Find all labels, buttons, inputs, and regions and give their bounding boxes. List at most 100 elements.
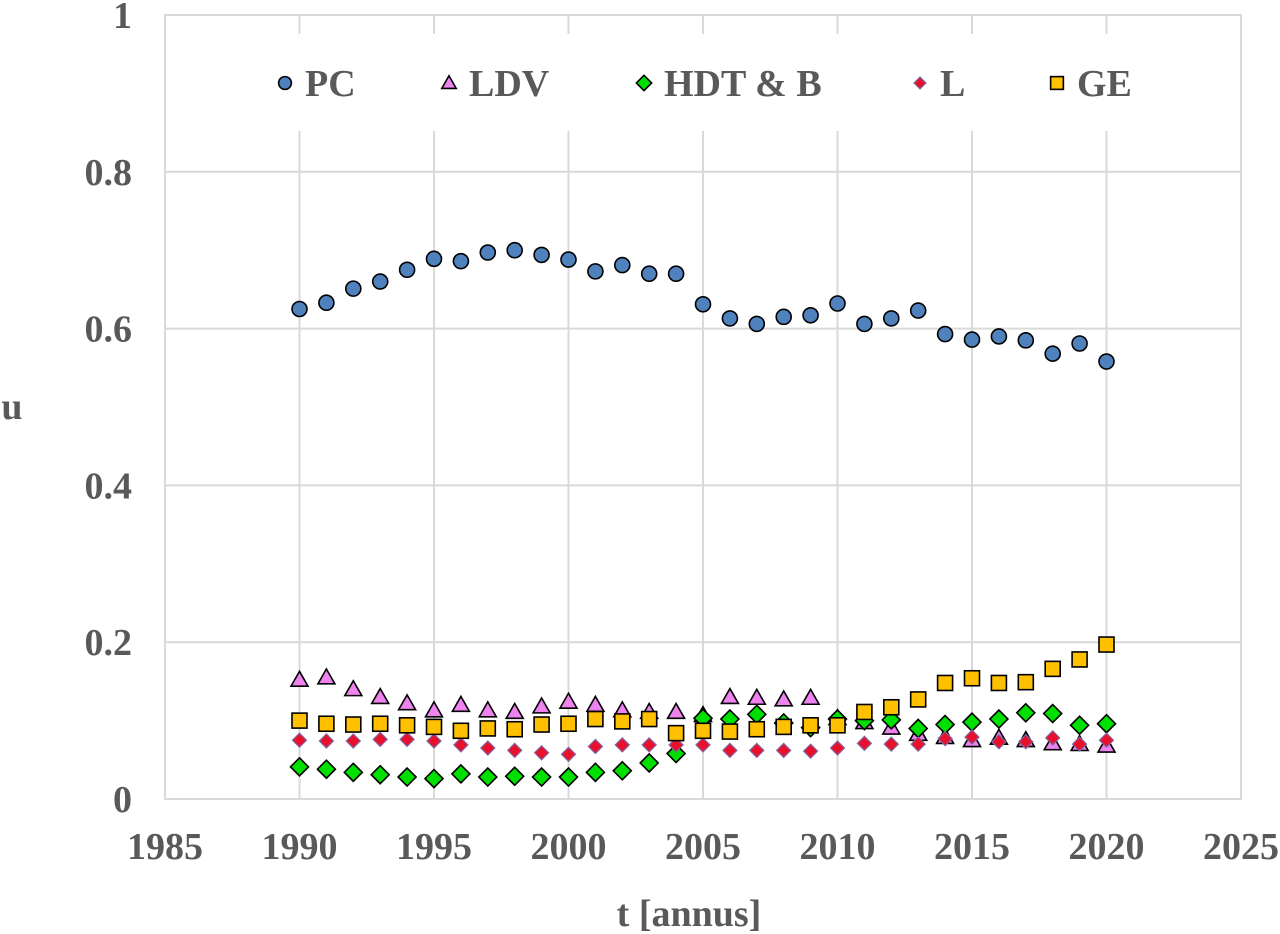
- data-point: [452, 722, 470, 740]
- data-point: [452, 252, 470, 270]
- data-point: [721, 310, 739, 327]
- data-point: [426, 733, 442, 749]
- x-tick-label: 1985: [127, 826, 203, 868]
- y-tick-label: 1: [113, 0, 132, 37]
- data-point: [964, 729, 980, 745]
- data-point: [479, 244, 497, 261]
- data-point: [910, 736, 927, 752]
- y-tick-label: 0.8: [85, 152, 133, 194]
- data-point: [479, 720, 497, 737]
- data-point: [344, 716, 362, 733]
- data-point: [425, 718, 443, 736]
- data-point: [614, 737, 631, 753]
- series-l: [291, 729, 1115, 763]
- data-point: [829, 295, 846, 312]
- data-point: [318, 715, 335, 733]
- x-tick-label: 2025: [1203, 826, 1279, 868]
- data-point: [318, 294, 335, 312]
- legend-item: HDT & B: [635, 63, 822, 105]
- y-axis-title: u: [1, 386, 22, 428]
- data-point: [479, 740, 496, 756]
- data-point: [963, 669, 981, 687]
- data-point: [775, 718, 793, 736]
- data-point: [909, 302, 927, 319]
- x-tick-label: 2015: [934, 826, 1010, 868]
- data-point: [318, 733, 335, 749]
- data-point: [397, 693, 417, 711]
- data-point: [1017, 733, 1034, 750]
- data-point: [316, 759, 337, 780]
- data-point: [1096, 713, 1117, 734]
- data-point: [587, 738, 604, 755]
- data-point: [477, 766, 498, 788]
- data-point: [775, 308, 793, 326]
- legend-marker-diamond-icon: [635, 74, 653, 92]
- data-point: [746, 687, 767, 706]
- legend-box: [250, 34, 1160, 131]
- y-tick-label: 0: [113, 779, 132, 821]
- y-tick-label: 0.6: [85, 309, 133, 351]
- data-point: [639, 752, 660, 774]
- legend-label: PC: [305, 63, 356, 105]
- data-point: [746, 704, 767, 725]
- data-point: [451, 694, 471, 713]
- data-point: [504, 701, 525, 720]
- data-point: [908, 718, 929, 739]
- data-point: [748, 315, 766, 333]
- data-point: [613, 713, 631, 730]
- legend: PC LDV HDT & B L GE: [277, 63, 1132, 105]
- data-point: [961, 712, 983, 733]
- data-point: [291, 300, 308, 318]
- data-point: [640, 265, 658, 283]
- data-point: [558, 691, 579, 709]
- data-point: [775, 742, 792, 759]
- data-point: [721, 723, 739, 740]
- data-point: [506, 742, 523, 759]
- data-point: [665, 743, 687, 764]
- series-layer: [289, 241, 1117, 789]
- data-point: [800, 687, 821, 706]
- data-point: [533, 744, 550, 761]
- x-axis-title: t [annus]: [617, 893, 762, 934]
- legend-item: PC: [277, 63, 356, 105]
- x-tick-label: 2005: [665, 826, 741, 868]
- data-point: [585, 694, 606, 713]
- data-point: [856, 315, 873, 333]
- legend-marker-triangle-icon: [440, 74, 458, 90]
- x-tick-label: 1995: [396, 826, 472, 868]
- data-point: [1071, 651, 1088, 668]
- data-point: [453, 737, 469, 753]
- data-point: [291, 732, 308, 749]
- data-point: [695, 737, 711, 753]
- x-tick-label: 2020: [1069, 826, 1145, 868]
- data-point: [371, 715, 389, 733]
- x-tick-label: 1990: [262, 826, 338, 868]
- data-point: [289, 669, 310, 688]
- data-point: [289, 756, 310, 777]
- series-pc: [291, 241, 1115, 370]
- data-point: [450, 763, 472, 785]
- legend-marker-small-diamond-icon: [913, 76, 927, 90]
- data-point: [748, 720, 766, 738]
- data-point: [773, 689, 794, 707]
- data-point: [587, 710, 604, 728]
- data-point: [345, 733, 362, 749]
- data-point: [1071, 335, 1088, 352]
- data-point: [399, 731, 415, 748]
- data-point: [1098, 353, 1115, 370]
- data-point: [990, 674, 1008, 692]
- x-tick-labels: 1985 1990 1995 2000 2005 2010 2015 2020 2025: [127, 826, 1279, 868]
- data-point: [1069, 715, 1090, 736]
- data-point: [991, 733, 1007, 750]
- data-point: [612, 760, 633, 781]
- data-point: [560, 715, 577, 733]
- data-point: [882, 698, 900, 716]
- data-point: [856, 735, 873, 752]
- data-point: [1044, 660, 1061, 678]
- data-point: [990, 328, 1008, 345]
- data-point: [506, 720, 524, 738]
- data-point: [585, 762, 606, 783]
- data-point: [613, 256, 631, 274]
- data-point: [829, 717, 846, 734]
